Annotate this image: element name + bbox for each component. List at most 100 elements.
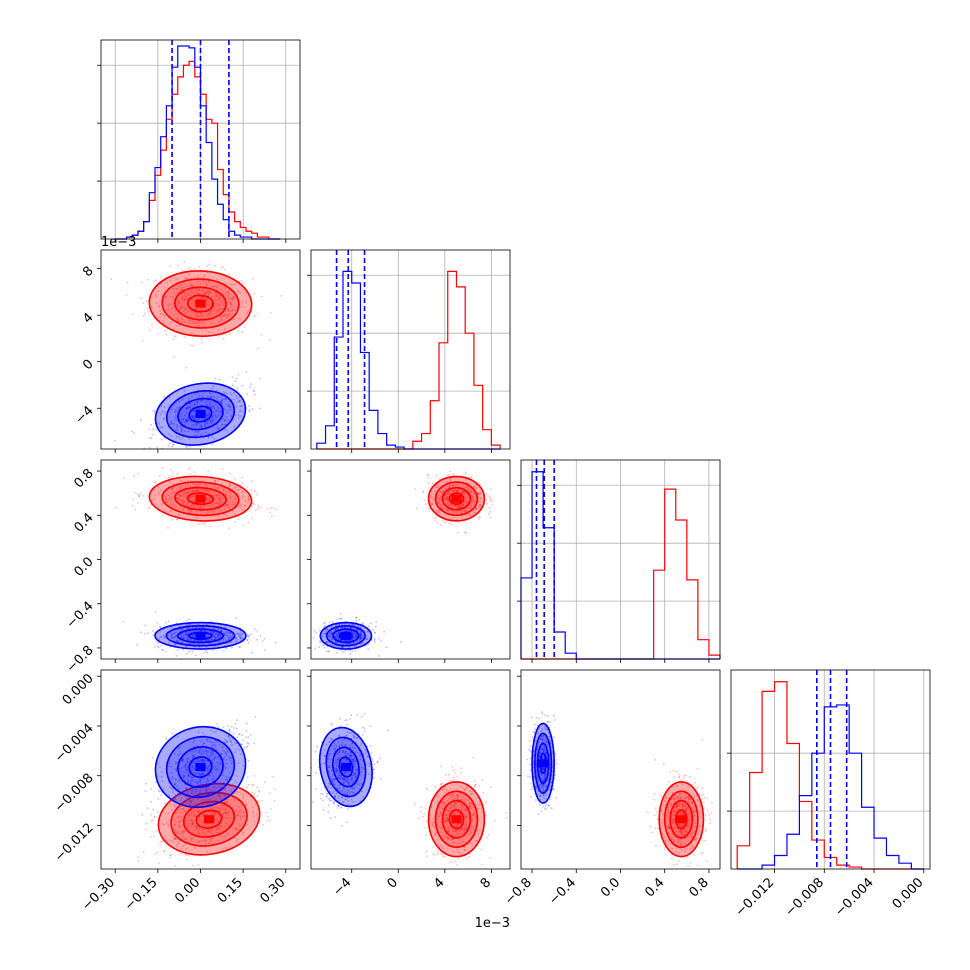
- scatter-point: [457, 521, 460, 524]
- scatter-point: [207, 291, 210, 294]
- scatter-point: [195, 654, 197, 657]
- scatter-point: [420, 806, 423, 809]
- scatter-point: [164, 316, 166, 319]
- scatter-point: [232, 732, 235, 735]
- scatter-point: [187, 292, 190, 295]
- scatter-point: [331, 620, 334, 623]
- scatter-point: [205, 291, 208, 294]
- scatter-point: [250, 489, 253, 491]
- scatter-point: [424, 503, 427, 505]
- scatter-point: [414, 488, 417, 490]
- scatter-point: [251, 651, 254, 654]
- scatter-point: [204, 810, 207, 813]
- scatter-point: [420, 810, 422, 813]
- scatter-point: [205, 284, 208, 287]
- scatter-point: [202, 290, 205, 292]
- scatter-point: [168, 476, 171, 479]
- scatter-point: [214, 377, 217, 380]
- scatter-point: [187, 854, 190, 857]
- scatter-point: [164, 296, 167, 298]
- scatter-point: [144, 624, 147, 627]
- scatter-point: [243, 306, 246, 308]
- scatter-point: [189, 809, 192, 812]
- scatter-point: [176, 278, 179, 281]
- scatter-point: [191, 650, 194, 653]
- scatter-point: [219, 288, 222, 291]
- scatter-point: [237, 291, 240, 293]
- scatter-point: [194, 323, 196, 326]
- scatter-point: [270, 311, 273, 314]
- scatter-point: [243, 326, 246, 328]
- scatter-point: [259, 377, 261, 380]
- scatter-point: [206, 283, 208, 285]
- scatter-point: [176, 288, 179, 290]
- scatter-point: [163, 286, 166, 289]
- scatter-point: [505, 812, 508, 814]
- scatter-point: [196, 292, 199, 295]
- scatter-point: [209, 292, 212, 295]
- scatter-point: [179, 307, 181, 310]
- scatter-point: [191, 823, 194, 825]
- scatter-point: [210, 304, 213, 307]
- scatter-point: [175, 288, 178, 290]
- scatter-point: [150, 437, 153, 440]
- scatter-point: [324, 622, 327, 624]
- scatter-point: [165, 333, 168, 336]
- scatter-point: [167, 526, 169, 529]
- scatter-point: [230, 310, 233, 313]
- scatter-point: [209, 286, 212, 288]
- scatter-point: [249, 733, 252, 736]
- scatter-point: [273, 799, 276, 802]
- scatter-point: [245, 371, 248, 374]
- scatter-point: [125, 294, 128, 296]
- scatter-point: [491, 504, 494, 507]
- scatter-point: [239, 291, 242, 294]
- scatter-point: [198, 322, 201, 325]
- scatter-point: [271, 775, 274, 778]
- scatter-point: [493, 819, 496, 822]
- scatter-point: [452, 776, 455, 779]
- scatter-point: [165, 738, 168, 741]
- scatter-point: [233, 308, 236, 311]
- scatter-point: [157, 798, 160, 801]
- density-peak: [195, 763, 206, 772]
- scatter-point: [478, 518, 480, 520]
- scatter-point: [144, 312, 146, 315]
- density-peak: [340, 631, 351, 640]
- scatter-point: [177, 318, 179, 321]
- scatter-point: [449, 779, 451, 782]
- scatter-point: [319, 641, 321, 643]
- scatter-point: [204, 282, 207, 284]
- scatter-point: [177, 316, 180, 319]
- scatter-point: [219, 297, 221, 300]
- scatter-point: [250, 383, 253, 385]
- scatter-point: [165, 295, 168, 298]
- scatter-point: [229, 283, 232, 286]
- scatter-point: [245, 301, 248, 304]
- scatter-point: [260, 333, 263, 336]
- scatter-point: [160, 438, 163, 441]
- scatter-point: [449, 470, 452, 473]
- scatter-point: [228, 295, 231, 297]
- scatter-point: [182, 292, 185, 294]
- scatter-point: [456, 531, 459, 534]
- scatter-point: [152, 835, 155, 838]
- scatter-point: [257, 507, 259, 510]
- scatter-point: [370, 622, 372, 624]
- scatter-point: [191, 290, 194, 293]
- scatter-point: [355, 619, 357, 621]
- scatter-point: [189, 473, 192, 475]
- scatter-point: [185, 277, 188, 280]
- scatter-point: [206, 298, 209, 301]
- scatter-point: [114, 439, 116, 442]
- scatter-point: [167, 309, 170, 311]
- scatter-point: [197, 289, 200, 292]
- scatter-point: [472, 756, 475, 759]
- scatter-point: [159, 309, 161, 312]
- scatter-point: [241, 282, 244, 284]
- scatter-point: [206, 304, 209, 306]
- scatter-point: [427, 473, 430, 476]
- scatter-point: [171, 321, 173, 324]
- scatter-point: [158, 304, 161, 307]
- scatter-point: [169, 295, 172, 298]
